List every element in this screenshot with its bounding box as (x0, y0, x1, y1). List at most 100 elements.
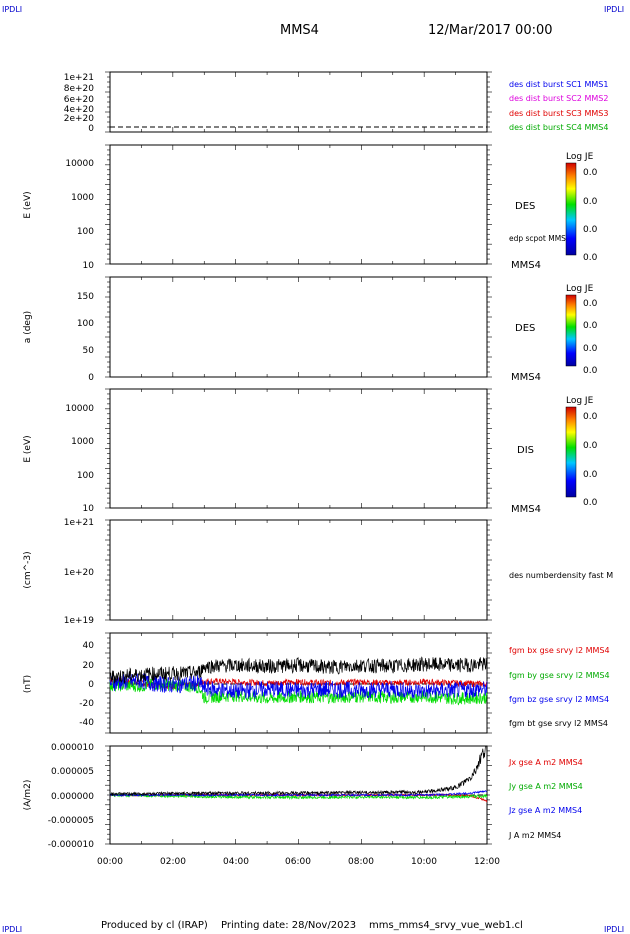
p2-instrument-label: DES (515, 201, 535, 212)
panel-2-frame (109, 144, 488, 265)
series-line-fgm-bz-gse-srvy-l2-mms4 (109, 673, 488, 700)
p1-ytick-0: 1e+21 (64, 73, 94, 83)
p2-ytick-1: 1000 (71, 193, 94, 203)
footer-filename: mms_mms4_srvy_vue_web1.cl (369, 920, 523, 931)
p4-cbar-tick-2: 0.0 (583, 470, 598, 480)
p4-instrument-label: DIS (517, 445, 534, 456)
p3-ytick-0: 150 (77, 292, 94, 302)
p4-sc-label: MMS4 (511, 504, 541, 515)
p3-cbar-tick-1: 0.0 (583, 321, 598, 331)
panel-7-ylabel: (A/m2) (23, 780, 33, 811)
panel-6-ylabel: (nT) (23, 675, 33, 693)
p7-legend-2: Jz gse A m2 MMS4 (508, 806, 582, 815)
p4-ytick-0: 10000 (65, 404, 94, 414)
p1-legend-1: des dist burst SC2 MMS2 (509, 94, 608, 103)
p6-ytick-0: 40 (83, 641, 95, 651)
series-line-fgm-bt-gse-srvy-l2-mms4 (109, 656, 488, 684)
xtick-5: 10:00 (411, 857, 437, 867)
p2-cbar-tick-3: 0.0 (583, 253, 598, 263)
p7-legend-0: Jx gse A m2 MMS4 (508, 758, 583, 767)
p6-ytick-4: -40 (79, 718, 94, 728)
xtick-2: 04:00 (223, 857, 249, 867)
p3-ytick-1: 100 (77, 319, 94, 329)
panel-3-ylabel: a (deg) (23, 311, 33, 343)
p3-colorbar (565, 294, 577, 367)
p2-ytick-3: 10 (83, 261, 95, 271)
p1-ytick-2: 6e+20 (64, 95, 95, 105)
p2-scpot-label: edp scpot MMS4 (509, 234, 571, 243)
p4-ytick-2: 100 (77, 471, 94, 481)
p7-ytick-1: 0.000005 (51, 767, 94, 777)
p3-sc-label: MMS4 (511, 372, 541, 383)
p6-ytick-1: 20 (83, 661, 95, 671)
p6-legend-0: fgm bx gse srvy l2 MMS4 (509, 646, 610, 655)
p3-cbar-tick-2: 0.0 (583, 344, 598, 354)
p2-ytick-0: 10000 (65, 159, 94, 169)
p2-colorbar (565, 162, 577, 256)
corner-mark-top-left: IPDLI (2, 5, 22, 14)
p6-legend-1: fgm by gse srvy l2 MMS4 (509, 671, 610, 680)
p1-ytick-1: 8e+20 (64, 84, 95, 94)
panel-4-ylabel: E (eV) (23, 435, 33, 462)
corner-mark-bottom-right: IPDLI (604, 925, 624, 934)
corner-mark-top-right: IPDLI (604, 5, 624, 14)
p2-sc-label: MMS4 (511, 260, 541, 271)
p2-cbar-tick-1: 0.0 (583, 197, 598, 207)
panel-2-ylabel: E (eV) (23, 191, 33, 218)
p6-legend-2: fgm bz gse srvy l2 MMS4 (509, 695, 609, 704)
p4-cbar-tick-1: 0.0 (583, 441, 598, 451)
spacecraft-title: MMS4 (280, 23, 319, 38)
panel-3-frame (109, 276, 488, 378)
p5-ytick-2: 1e+19 (64, 616, 95, 626)
panel-5-ylabel: (cm^-3) (23, 551, 33, 588)
xtick-0: 00:00 (97, 857, 123, 867)
series-line-jz-gse-a-m2-mms4 (109, 790, 488, 798)
footer-producer: Produced by cl (IRAP) (101, 920, 208, 931)
p3-cbar-tick-0: 0.0 (583, 299, 598, 309)
xtick-1: 02:00 (160, 857, 186, 867)
p6-ytick-3: -20 (79, 699, 94, 709)
p4-ytick-1: 1000 (71, 437, 94, 447)
panel-4-frame (109, 388, 488, 509)
p5-legend-0: des numberdensity fast M (509, 571, 613, 580)
p4-ytick-3: 10 (83, 504, 95, 514)
xtick-6: 12:00 (474, 857, 500, 867)
p1-ytick-5: 0 (88, 124, 94, 134)
p5-ytick-1: 1e+20 (64, 568, 95, 578)
p1-legend-3: des dist burst SC4 MMS4 (509, 123, 608, 132)
p1-legend-0: des dist burst SC1 MMS1 (509, 80, 608, 89)
footer-printing-date: Printing date: 28/Nov/2023 (221, 920, 356, 931)
p4-cbar-tick-0: 0.0 (583, 412, 598, 422)
p7-legend-1: Jy gse A m2 MMS4 (508, 782, 583, 791)
panel-5-frame (109, 519, 488, 621)
p4-colorbar (565, 406, 577, 498)
p3-cbar-tick-3: 0.0 (583, 366, 598, 376)
corner-mark-bottom-left: IPDLI (2, 925, 22, 934)
xtick-3: 06:00 (285, 857, 311, 867)
p2-colorbar-title: Log JE (566, 152, 594, 162)
p3-ytick-3: 0 (88, 373, 94, 383)
p7-ytick-2: 0.000000 (51, 792, 94, 802)
p2-ytick-2: 100 (77, 227, 94, 237)
p4-colorbar-title: Log JE (566, 396, 594, 406)
p1-ytick-3: 4e+20 (64, 105, 95, 115)
p7-ytick-0: 0.000010 (51, 743, 94, 753)
p4-cbar-tick-3: 0.0 (583, 498, 598, 508)
panel-1-frame (109, 71, 488, 133)
p3-instrument-label: DES (515, 323, 535, 334)
p7-ytick-4: -0.000010 (48, 840, 94, 850)
series-line-jy-gse-a-m2-mms4 (109, 792, 488, 801)
p1-ytick-4: 2e+20 (64, 114, 95, 124)
p2-cbar-tick-2: 0.0 (583, 225, 598, 235)
p5-ytick-0: 1e+21 (64, 518, 94, 528)
series-line-fgm-bx-gse-srvy-l2-mms4 (109, 677, 488, 690)
p3-colorbar-title: Log JE (566, 284, 594, 294)
xtick-4: 08:00 (348, 857, 374, 867)
p2-cbar-tick-0: 0.0 (583, 168, 598, 178)
axis-tick-marks (105, 71, 492, 845)
p7-legend-3: J A m2 MMS4 (508, 831, 561, 840)
p6-ytick-2: 0 (88, 680, 94, 690)
date-title: 12/Mar/2017 00:00 (428, 23, 553, 38)
p7-ytick-3: -0.000005 (48, 816, 94, 826)
